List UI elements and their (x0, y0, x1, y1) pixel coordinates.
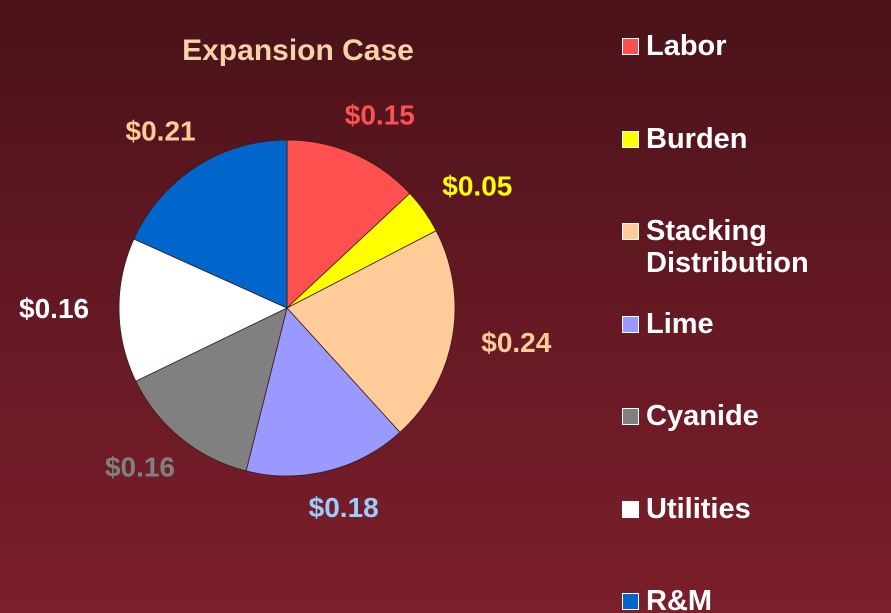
legend-label: Cyanide (646, 400, 759, 432)
legend-item: Utilities (622, 493, 862, 525)
legend-label: Lime (646, 307, 714, 340)
legend-label: Utilities (646, 492, 751, 525)
legend-swatch (622, 408, 639, 425)
legend-label: Labor (646, 30, 727, 62)
data-label: $0.16 (105, 452, 175, 483)
legend-item: Stacking Distribution (622, 215, 862, 280)
data-label: $0.24 (481, 327, 551, 358)
legend-label: Stacking Distribution (646, 215, 809, 280)
data-label: $0.18 (309, 492, 379, 523)
pie-slice (286, 230, 456, 433)
chart-title: Expansion Case (182, 34, 414, 67)
legend-swatch (622, 593, 639, 610)
data-label: $0.16 (19, 293, 89, 324)
legend-swatch (622, 500, 639, 518)
legend-swatch (622, 223, 639, 240)
legend-item: Lime (622, 308, 862, 340)
legend-swatch (622, 315, 639, 333)
legend-swatch (622, 38, 639, 55)
legend-item: Labor (622, 30, 862, 62)
legend-item: Burden (622, 123, 862, 155)
pie-slice (118, 238, 288, 382)
legend-label: Burden (646, 122, 748, 155)
legend-item: R&M (622, 585, 862, 613)
legend-item: Cyanide (622, 400, 862, 432)
pie-slice (135, 307, 288, 472)
legend-label: R&M (646, 585, 713, 613)
data-label: $0.21 (126, 116, 196, 147)
pie-slice (286, 139, 411, 309)
pie-slice (245, 307, 401, 477)
pie-slice (133, 139, 288, 309)
data-label: $0.05 (442, 170, 512, 201)
legend-swatch (622, 130, 639, 148)
data-label: $0.15 (345, 100, 415, 131)
